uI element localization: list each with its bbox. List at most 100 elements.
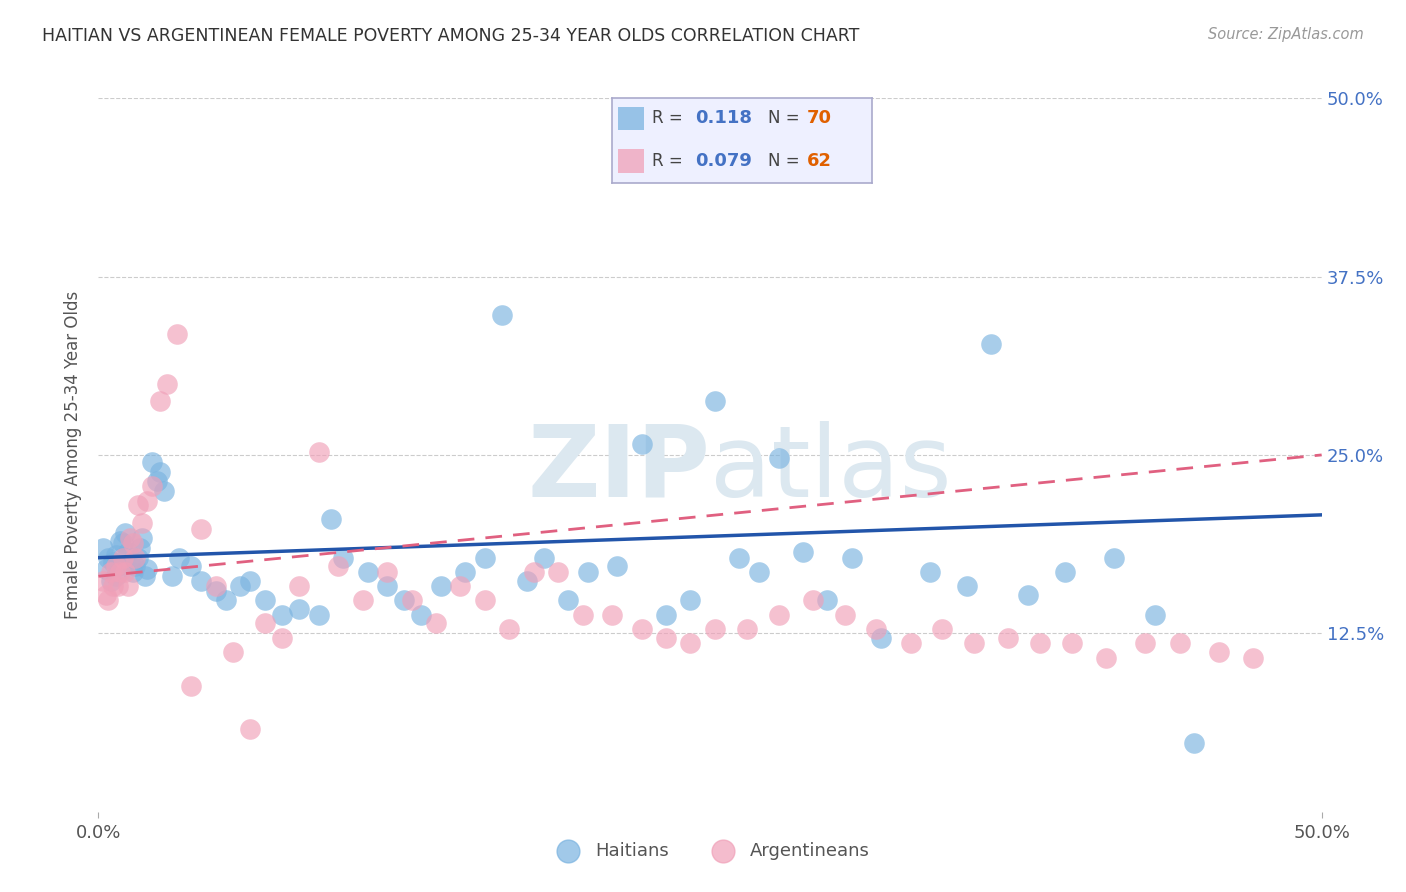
- Point: [94, 562, 117, 576]
- Point: [1135, 636, 1157, 650]
- Point: [900, 636, 922, 650]
- Point: [401, 593, 423, 607]
- Point: [997, 631, 1019, 645]
- Point: [91, 541, 114, 555]
- Point: [679, 636, 702, 650]
- Point: [253, 616, 276, 631]
- Point: [97, 550, 120, 565]
- Point: [153, 483, 176, 498]
- Point: [156, 376, 179, 391]
- Bar: [619, 149, 644, 173]
- Point: [425, 616, 447, 631]
- Legend: Haitians, Argentineans: Haitians, Argentineans: [543, 835, 877, 867]
- Point: [375, 579, 398, 593]
- Point: [1095, 650, 1118, 665]
- Point: [100, 565, 122, 579]
- Point: [141, 455, 163, 469]
- Point: [94, 588, 117, 602]
- Point: [288, 579, 311, 593]
- Point: [576, 565, 599, 579]
- Point: [735, 622, 758, 636]
- Point: [270, 631, 294, 645]
- Point: [114, 565, 136, 579]
- Point: [110, 533, 132, 548]
- Point: [332, 550, 354, 565]
- Point: [703, 393, 725, 408]
- Point: [136, 562, 159, 576]
- Text: R =: R =: [652, 110, 683, 128]
- Point: [870, 631, 893, 645]
- Bar: [619, 106, 644, 130]
- Point: [1144, 607, 1167, 622]
- Point: [630, 622, 652, 636]
- Point: [491, 308, 513, 322]
- Point: [606, 559, 628, 574]
- Point: [100, 574, 122, 588]
- Point: [817, 593, 839, 607]
- Point: [101, 555, 124, 569]
- Text: 70: 70: [807, 110, 832, 128]
- Point: [239, 722, 262, 736]
- Point: [980, 336, 1002, 351]
- Point: [104, 569, 127, 583]
- Text: R =: R =: [652, 152, 683, 169]
- Point: [229, 579, 252, 593]
- Point: [114, 526, 136, 541]
- Point: [160, 569, 183, 583]
- Point: [1062, 636, 1084, 650]
- Point: [222, 645, 245, 659]
- Point: [101, 579, 124, 593]
- Point: [270, 607, 294, 622]
- Point: [792, 545, 814, 559]
- Point: [124, 550, 146, 565]
- Point: [834, 607, 856, 622]
- Point: [1053, 565, 1076, 579]
- Point: [107, 579, 129, 593]
- Point: [655, 631, 678, 645]
- Point: [920, 565, 942, 579]
- Point: [557, 593, 579, 607]
- Point: [136, 493, 159, 508]
- Point: [1241, 650, 1264, 665]
- Point: [180, 679, 202, 693]
- Point: [703, 622, 725, 636]
- Point: [328, 559, 350, 574]
- Point: [146, 474, 169, 488]
- Point: [91, 574, 114, 588]
- Text: atlas: atlas: [710, 421, 952, 517]
- Point: [121, 536, 143, 550]
- Point: [430, 579, 453, 593]
- Point: [1102, 550, 1125, 565]
- Point: [547, 565, 569, 579]
- Point: [117, 579, 139, 593]
- Y-axis label: Female Poverty Among 25-34 Year Olds: Female Poverty Among 25-34 Year Olds: [65, 291, 83, 619]
- Point: [630, 436, 652, 450]
- Point: [104, 559, 127, 574]
- Point: [120, 531, 142, 545]
- Point: [111, 550, 134, 565]
- Point: [1168, 636, 1191, 650]
- Point: [239, 574, 262, 588]
- Point: [149, 393, 172, 408]
- Point: [319, 512, 342, 526]
- Text: N =: N =: [768, 110, 799, 128]
- Point: [963, 636, 986, 650]
- Point: [131, 516, 153, 531]
- Text: 62: 62: [807, 152, 832, 169]
- Point: [498, 622, 520, 636]
- Point: [655, 607, 678, 622]
- Point: [131, 531, 153, 545]
- Point: [166, 326, 188, 341]
- Point: [375, 565, 398, 579]
- Point: [956, 579, 979, 593]
- Point: [190, 574, 212, 588]
- Point: [841, 550, 863, 565]
- Text: N =: N =: [768, 152, 799, 169]
- Text: Source: ZipAtlas.com: Source: ZipAtlas.com: [1208, 27, 1364, 42]
- Point: [533, 550, 555, 565]
- Text: HAITIAN VS ARGENTINEAN FEMALE POVERTY AMONG 25-34 YEAR OLDS CORRELATION CHART: HAITIAN VS ARGENTINEAN FEMALE POVERTY AM…: [42, 27, 859, 45]
- Point: [865, 622, 887, 636]
- Point: [97, 593, 120, 607]
- Point: [523, 565, 546, 579]
- Point: [149, 465, 172, 479]
